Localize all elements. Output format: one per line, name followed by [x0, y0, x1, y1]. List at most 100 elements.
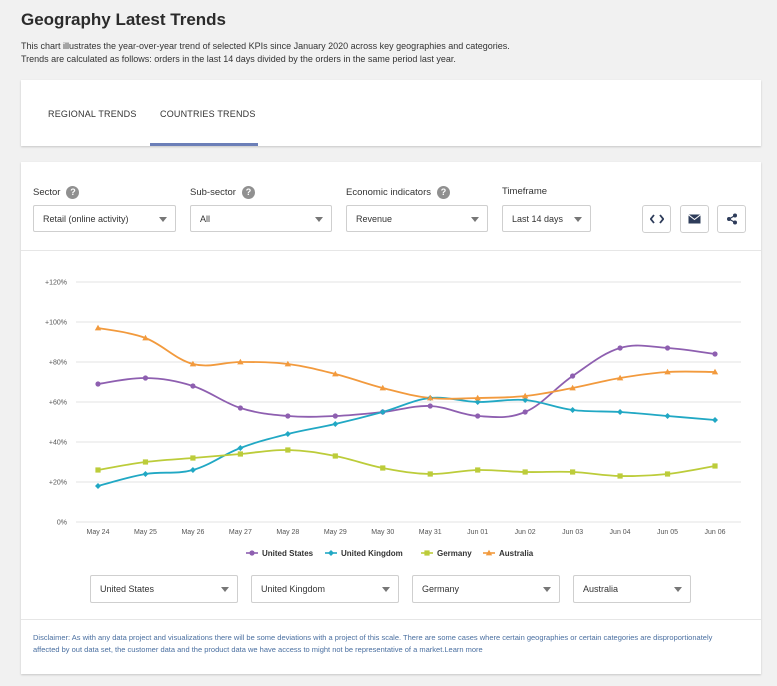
data-point-germany[interactable] — [522, 469, 528, 475]
legend-item-united-states[interactable]: United States — [246, 549, 314, 558]
data-point-united-states[interactable] — [617, 345, 623, 351]
economic-label-text: Economic indicators — [346, 187, 432, 198]
data-point-germany[interactable] — [380, 465, 386, 471]
country-select-3[interactable]: Germany — [412, 575, 560, 603]
data-point-australia[interactable] — [521, 392, 529, 399]
data-point-united-states[interactable] — [237, 405, 243, 411]
subsector-select[interactable]: All — [190, 205, 332, 232]
x-tick-label: May 29 — [324, 529, 347, 536]
series-line-united-kingdom[interactable] — [97, 396, 716, 487]
embed-code-button[interactable] — [642, 205, 671, 233]
data-point-germany[interactable] — [190, 455, 196, 461]
tab-countries-trends[interactable]: COUNTRIES TRENDS — [160, 109, 256, 119]
x-tick-label: May 28 — [276, 529, 299, 536]
data-point-united-states[interactable] — [142, 375, 149, 381]
data-point-united-states[interactable] — [95, 381, 101, 387]
data-point-united-states[interactable] — [190, 383, 196, 389]
chevron-down-icon — [471, 217, 479, 222]
legend-marker[interactable] — [249, 550, 255, 556]
sector-label-text: Sector — [33, 187, 61, 198]
data-point-united-states[interactable] — [285, 413, 291, 419]
data-point-germany[interactable] — [617, 473, 623, 479]
legend-item-germany[interactable]: Germany — [421, 549, 472, 558]
data-point-germany[interactable] — [570, 469, 576, 475]
y-tick-label: +20% — [49, 480, 67, 487]
data-point-australia[interactable] — [94, 324, 102, 331]
economic-indicators-select[interactable]: Revenue — [346, 205, 488, 232]
legend-item-australia[interactable]: Australia — [483, 549, 534, 558]
data-point-australia[interactable] — [569, 384, 576, 391]
data-point-germany[interactable] — [427, 471, 433, 477]
learn-more-link[interactable]: Learn more — [444, 645, 483, 654]
x-tick-label: May 31 — [419, 529, 442, 536]
data-point-united-kingdom[interactable] — [284, 431, 291, 437]
data-point-australia[interactable] — [142, 334, 149, 341]
data-point-united-states[interactable] — [570, 373, 576, 379]
series-line-australia[interactable] — [97, 327, 716, 400]
data-point-australia[interactable] — [427, 394, 434, 401]
series-line-germany[interactable] — [97, 449, 716, 477]
share-button[interactable] — [717, 205, 746, 233]
data-point-germany[interactable] — [664, 471, 671, 477]
data-point-united-kingdom[interactable] — [617, 409, 624, 415]
data-point-united-kingdom[interactable] — [664, 413, 671, 419]
data-point-united-states[interactable] — [712, 351, 718, 357]
legend-item-united-kingdom[interactable]: United Kingdom — [325, 549, 403, 558]
tab-regional-trends[interactable]: REGIONAL TRENDS — [48, 109, 137, 119]
country-select-4[interactable]: Australia — [573, 575, 691, 603]
data-point-australia[interactable] — [379, 384, 386, 391]
data-point-united-kingdom[interactable] — [237, 445, 244, 451]
timeframe-select[interactable]: Last 14 days — [502, 205, 591, 232]
data-point-united-kingdom[interactable] — [474, 399, 481, 405]
country-select-1[interactable]: United States — [90, 575, 238, 603]
series-line-united-states[interactable] — [97, 344, 716, 419]
data-point-germany[interactable] — [285, 447, 291, 453]
timeframe-label: Timeframe — [502, 186, 547, 197]
trend-line-chart: 0% +20% +40% +60% +80% +100% +120% May 24 May 2… — [45, 280, 741, 558]
data-point-germany[interactable] — [95, 467, 101, 473]
timeframe-label-text: Timeframe — [502, 186, 548, 197]
data-point-united-states[interactable] — [475, 413, 481, 419]
x-tick-label: Jun 02 — [515, 529, 536, 536]
data-point-australia[interactable] — [474, 394, 481, 401]
data-point-australia[interactable] — [616, 374, 624, 381]
data-point-germany[interactable] — [332, 453, 338, 459]
data-point-australia[interactable] — [711, 368, 719, 375]
data-point-united-kingdom[interactable] — [332, 421, 339, 427]
data-point-united-kingdom[interactable] — [379, 409, 386, 415]
data-point-united-states[interactable] — [522, 409, 528, 415]
data-point-united-kingdom[interactable] — [569, 407, 576, 413]
data-point-united-states[interactable] — [332, 413, 338, 419]
data-point-australia[interactable] — [664, 368, 671, 375]
email-button[interactable] — [680, 205, 709, 233]
data-point-united-states[interactable] — [427, 403, 433, 409]
x-tick-label: Jun 03 — [562, 529, 583, 536]
data-point-australia[interactable] — [237, 358, 244, 365]
legend-marker[interactable] — [485, 549, 493, 556]
help-icon[interactable]: ? — [437, 186, 451, 199]
sector-select[interactable]: Retail (online activity) — [33, 205, 176, 232]
data-point-australia[interactable] — [284, 360, 292, 367]
data-point-united-kingdom[interactable] — [712, 417, 718, 423]
data-point-germany[interactable] — [237, 451, 243, 457]
data-point-australia[interactable] — [332, 370, 339, 377]
data-point-united-kingdom[interactable] — [95, 483, 101, 489]
data-point-australia[interactable] — [189, 360, 197, 367]
country-select-2[interactable]: United Kingdom — [251, 575, 399, 603]
data-point-united-kingdom[interactable] — [522, 397, 529, 403]
data-point-germany[interactable] — [475, 467, 481, 473]
data-point-united-kingdom[interactable] — [142, 471, 149, 477]
legend-marker[interactable] — [328, 550, 334, 556]
help-icon[interactable]: ? — [66, 186, 80, 199]
data-point-united-kingdom[interactable] — [189, 467, 196, 473]
help-icon[interactable]: ? — [241, 186, 255, 199]
data-point-united-states[interactable] — [664, 345, 671, 351]
data-point-germany[interactable] — [712, 463, 718, 469]
data-point-germany[interactable] — [142, 459, 149, 465]
legend-marker[interactable] — [424, 550, 430, 556]
legend-label: Australia — [499, 549, 534, 558]
economic-indicators-label: Economic indicators ? — [346, 186, 451, 199]
disclaimer-divider — [21, 619, 761, 620]
legend-label: United States — [262, 549, 314, 558]
x-tick-label: Jun 04 — [610, 529, 631, 536]
